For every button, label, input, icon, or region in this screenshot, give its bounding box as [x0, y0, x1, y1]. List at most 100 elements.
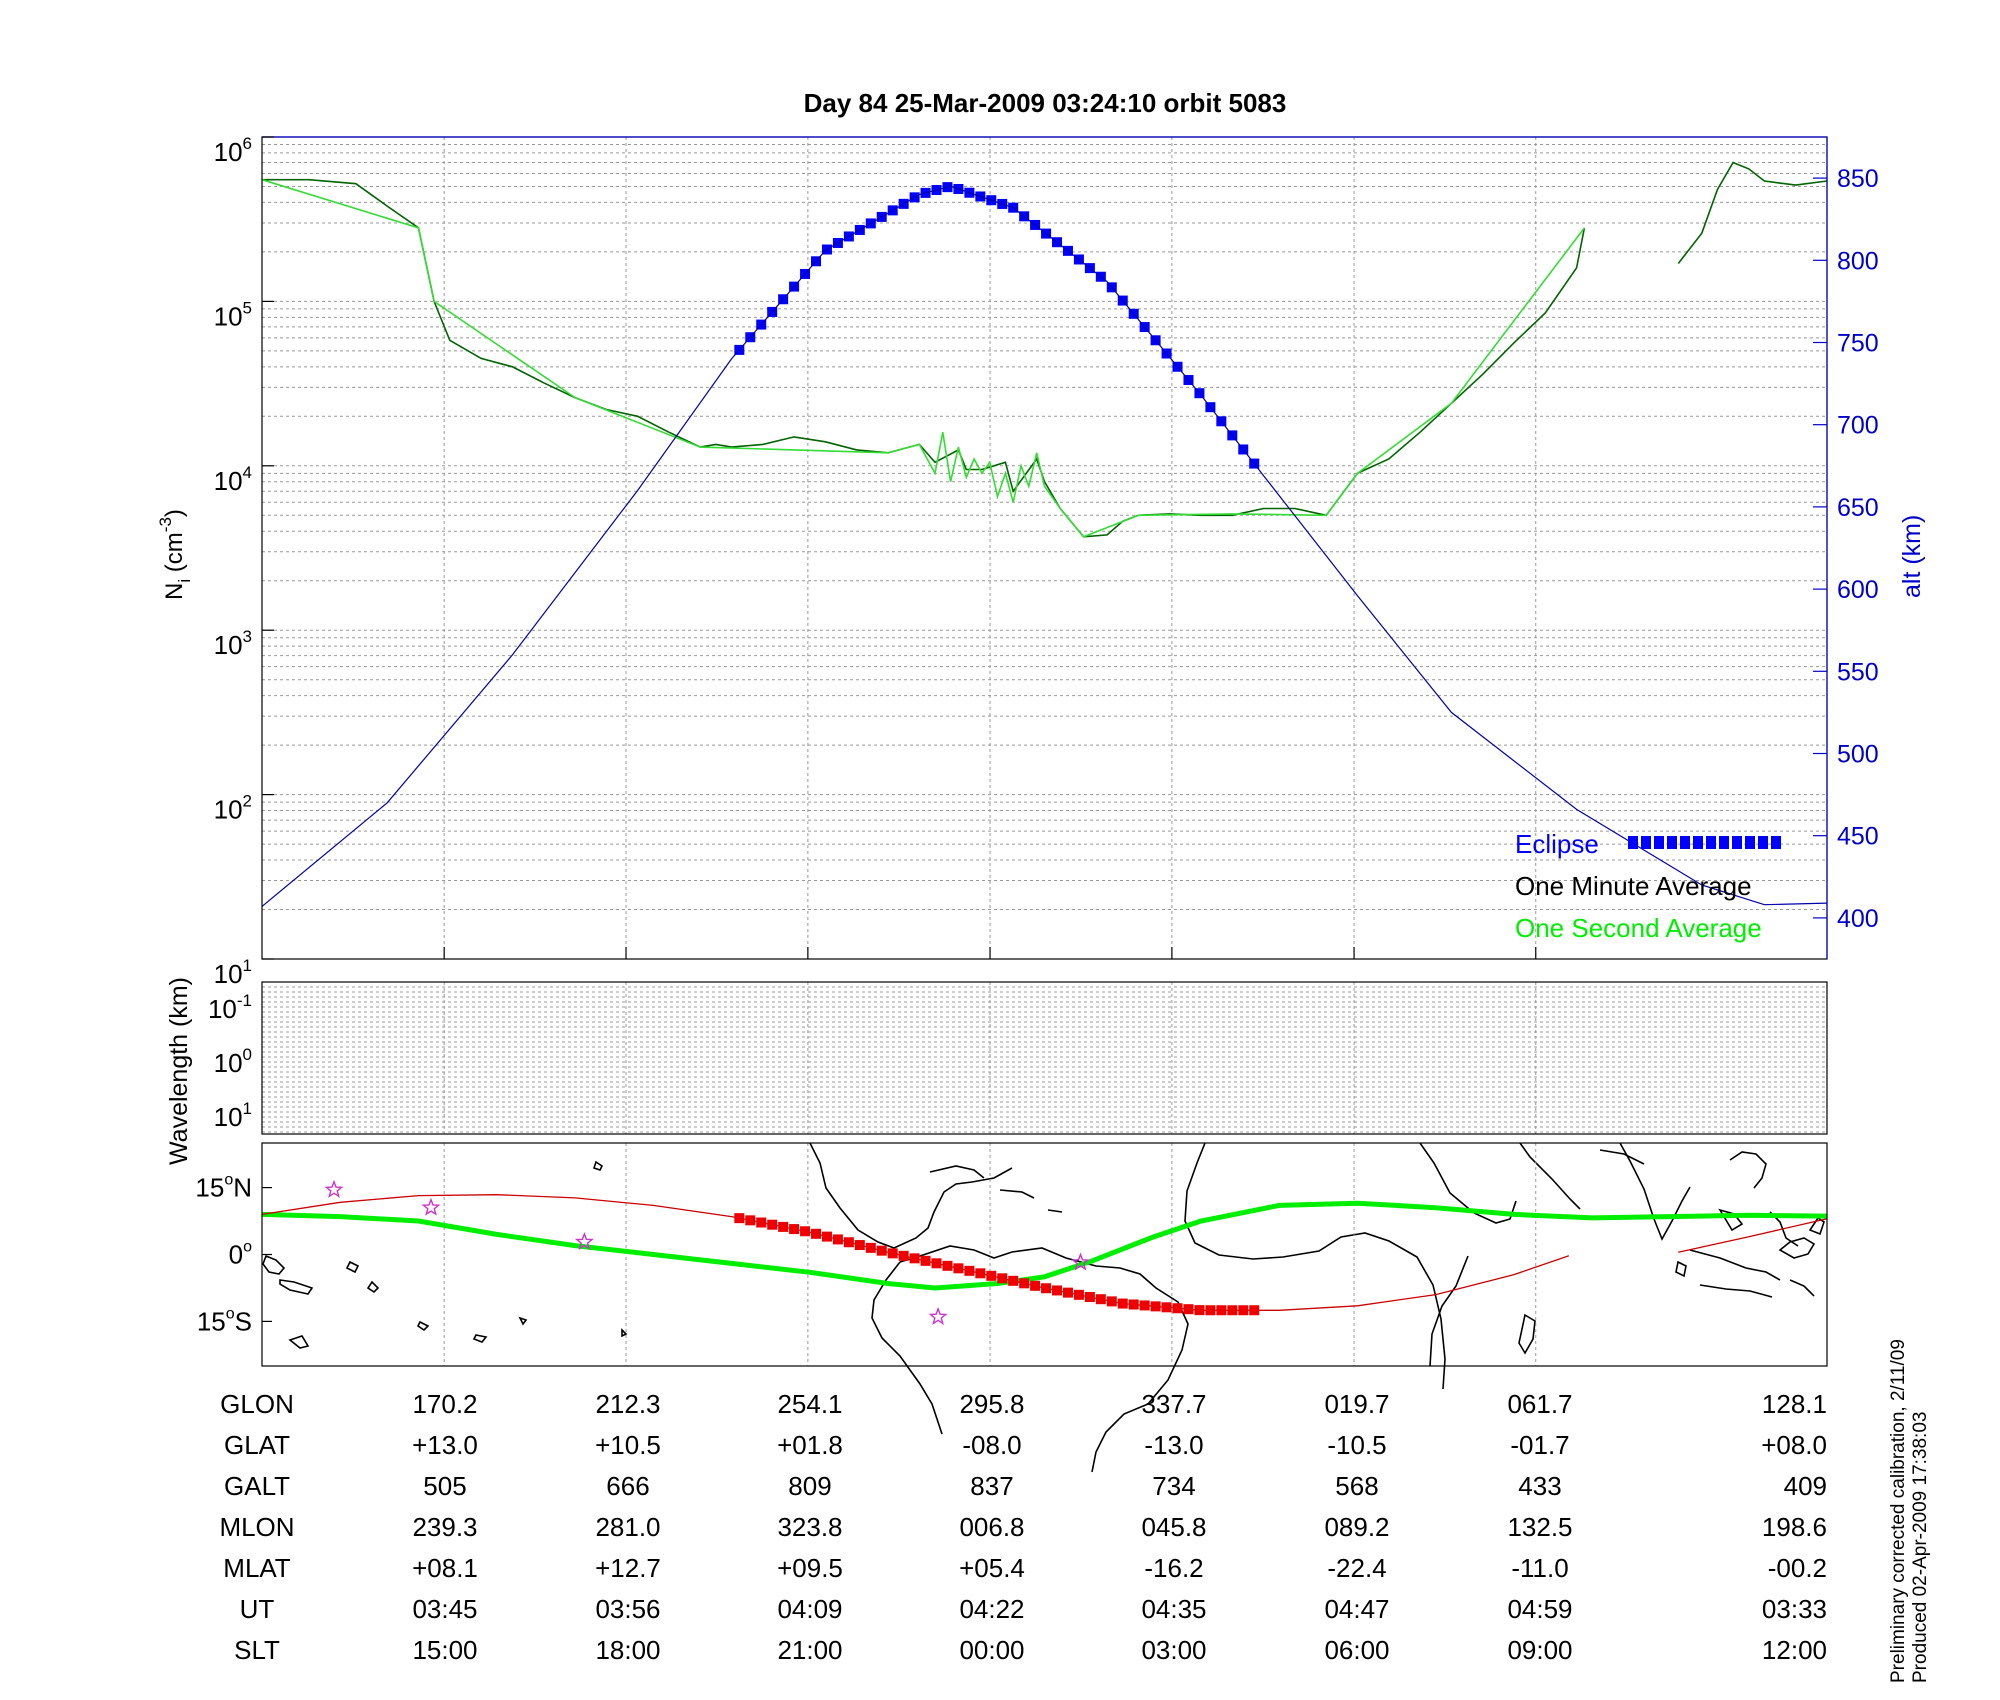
table-cell: +08.1 — [412, 1553, 478, 1583]
table-cell: 198.6 — [1762, 1512, 1827, 1542]
table-cell: 03:45 — [412, 1594, 477, 1624]
map-eclipse-marker — [865, 1242, 876, 1253]
legend-minute-label: One Minute Average — [1515, 871, 1752, 901]
coastline-islands — [416, 1160, 628, 1343]
density-tick-exp: 6 — [243, 134, 252, 153]
map-eclipse-marker — [1106, 1296, 1117, 1307]
coastline-indonesia — [1689, 1216, 1825, 1298]
density-tick-base: 10 — [214, 301, 243, 331]
legend-eclipse-marker — [1654, 836, 1664, 849]
legend-second-label: One Second Average — [1515, 913, 1762, 943]
map-eclipse-marker — [811, 1228, 822, 1239]
table-cell: 323.8 — [777, 1512, 842, 1542]
altitude-tick-label: 700 — [1837, 412, 1879, 440]
density-tick-base: 10 — [214, 630, 243, 660]
table-cell: -08.0 — [962, 1430, 1021, 1460]
table-cell: 666 — [606, 1471, 649, 1501]
latitude-tick-unit: N — [233, 1173, 252, 1203]
coastline-central-america — [809, 1142, 1013, 1249]
density-axis-label: Ni (cm-3) — [156, 509, 194, 600]
coastline-africa-east — [1419, 1142, 1517, 1367]
altitude-tick-label: 600 — [1837, 576, 1879, 604]
table-cell: 06:00 — [1324, 1635, 1389, 1665]
ephemeris-table: GLON 170.2 212.3 254.1 295.8 337.7 019.7 061.7 1… — [219, 1389, 1827, 1665]
altitude-tick-label: 450 — [1837, 823, 1879, 851]
latitude-tick-num: 15 — [197, 1306, 226, 1336]
legend-eclipse-marker — [1628, 836, 1638, 849]
table-cell: 295.8 — [959, 1389, 1024, 1419]
series-line-ni-one-second-average- — [261, 178, 1586, 538]
map-eclipse-marker — [821, 1231, 832, 1242]
table-row-label: GLAT — [224, 1430, 290, 1460]
map-eclipse-marker — [1062, 1287, 1073, 1298]
table-row-label: SLT — [234, 1635, 280, 1665]
latitude-degree-mark: o — [226, 1305, 235, 1322]
map-line-satellite-track — [261, 1194, 1570, 1311]
map-eclipse-marker — [756, 1217, 767, 1228]
altitude-axis-label: alt (km) — [1898, 515, 1926, 598]
latitude-tick-unit: S — [235, 1306, 252, 1336]
table-row-label: UT — [240, 1594, 275, 1624]
wavelength-axis-label: Wavelength (km) — [165, 977, 193, 1165]
series-line-ni-late-segment- — [1677, 161, 1828, 264]
map-eclipse-marker — [953, 1263, 964, 1274]
latitude-tick-label: 0o — [229, 1239, 252, 1270]
wavelength-tick-base: 10 — [208, 994, 237, 1024]
table-cell: 254.1 — [777, 1389, 842, 1419]
coastline-madagascar — [1518, 1313, 1536, 1355]
series-line-alt — [261, 185, 1828, 907]
table-cell: 568 — [1335, 1471, 1378, 1501]
coastline-caribbean — [929, 1165, 1063, 1213]
altitude-tick-label: 650 — [1837, 494, 1879, 522]
map-eclipse-marker — [1216, 1305, 1227, 1316]
map-eclipse-marker — [1205, 1305, 1216, 1316]
table-cell: -01.7 — [1510, 1430, 1569, 1460]
table-cell: 18:00 — [595, 1635, 660, 1665]
table-cell: 09:00 — [1507, 1635, 1572, 1665]
latitude-tick-num: 0 — [229, 1240, 243, 1270]
table-cell: 019.7 — [1324, 1389, 1389, 1419]
wavelength-tick-exp: 0 — [243, 1045, 252, 1064]
legend-eclipse-marker — [1680, 836, 1690, 849]
table-cell: +08.0 — [1761, 1430, 1827, 1460]
table-cell: 04:47 — [1324, 1594, 1389, 1624]
table-cell: +13.0 — [412, 1430, 478, 1460]
map-eclipse-marker — [832, 1234, 843, 1245]
map-eclipse-marker — [1227, 1305, 1238, 1316]
map-eclipse-marker — [1030, 1280, 1041, 1291]
density-tick-exp: 5 — [243, 298, 252, 317]
altitude-tick-label: 500 — [1837, 741, 1879, 769]
legend-eclipse-marker — [1706, 836, 1716, 849]
table-cell: 04:35 — [1141, 1594, 1206, 1624]
table-cell: 00:00 — [959, 1635, 1024, 1665]
wavelength-tick-label: 100 — [214, 1045, 252, 1078]
latitude-tick-label: 15oS — [197, 1305, 252, 1336]
map-line-magnetic-equator — [261, 1200, 1828, 1291]
table-cell: 061.7 — [1507, 1389, 1572, 1419]
density-tick-label: 101 — [214, 956, 252, 989]
coastline-arabia — [1519, 1142, 1645, 1210]
table-cell: 03:00 — [1141, 1635, 1206, 1665]
legend-eclipse-marker — [1667, 836, 1677, 849]
map-eclipse-marker — [1041, 1283, 1052, 1294]
map-eclipse-marker — [1249, 1305, 1260, 1316]
coastline-south-america — [899, 1245, 1189, 1473]
density-tick-label: 103 — [214, 627, 252, 660]
map-eclipse-marker — [1194, 1305, 1205, 1316]
star-marker — [421, 1197, 441, 1216]
map-eclipse-markers — [734, 1213, 1260, 1316]
density-tick-base: 10 — [214, 959, 243, 989]
map-eclipse-marker — [800, 1226, 811, 1237]
table-cell: 03:56 — [595, 1594, 660, 1624]
altitude-tick-label: 550 — [1837, 658, 1879, 686]
latitude-degree-mark: o — [224, 1172, 233, 1189]
map-eclipse-marker — [1019, 1278, 1030, 1289]
altitude-tick-label: 400 — [1837, 905, 1879, 933]
legend-eclipse-swatch — [1628, 836, 1781, 849]
table-cell: 21:00 — [777, 1635, 842, 1665]
